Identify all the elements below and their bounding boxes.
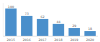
data-label: 29 [72, 24, 76, 28]
data-label: 73 [25, 12, 29, 16]
bar [53, 24, 64, 36]
chart: 100 2015 73 2016 62 2017 44 2018 29 2019 18 2020 [0, 0, 100, 42]
bar [84, 31, 95, 36]
x-axis [3, 36, 98, 37]
x-tick-label: 2015 [7, 38, 15, 42]
bar [21, 16, 32, 36]
x-tick-label: 2020 [86, 38, 94, 42]
data-label: 18 [88, 27, 92, 31]
x-tick-label: 2019 [70, 38, 78, 42]
bars [5, 9, 96, 37]
x-tick-label: 2018 [54, 38, 62, 42]
x-tick-label: 2017 [39, 38, 47, 42]
bar [37, 19, 48, 36]
data-label: 62 [41, 15, 45, 19]
x-tick-label: 2016 [23, 38, 31, 42]
y-axis [3, 3, 4, 36]
bar [69, 28, 80, 36]
data-label: 100 [8, 5, 14, 9]
bar [5, 9, 16, 37]
data-label: 44 [56, 20, 60, 24]
labels: 100 2015 73 2016 62 2017 44 2018 29 2019 18 2020 [7, 5, 94, 42]
